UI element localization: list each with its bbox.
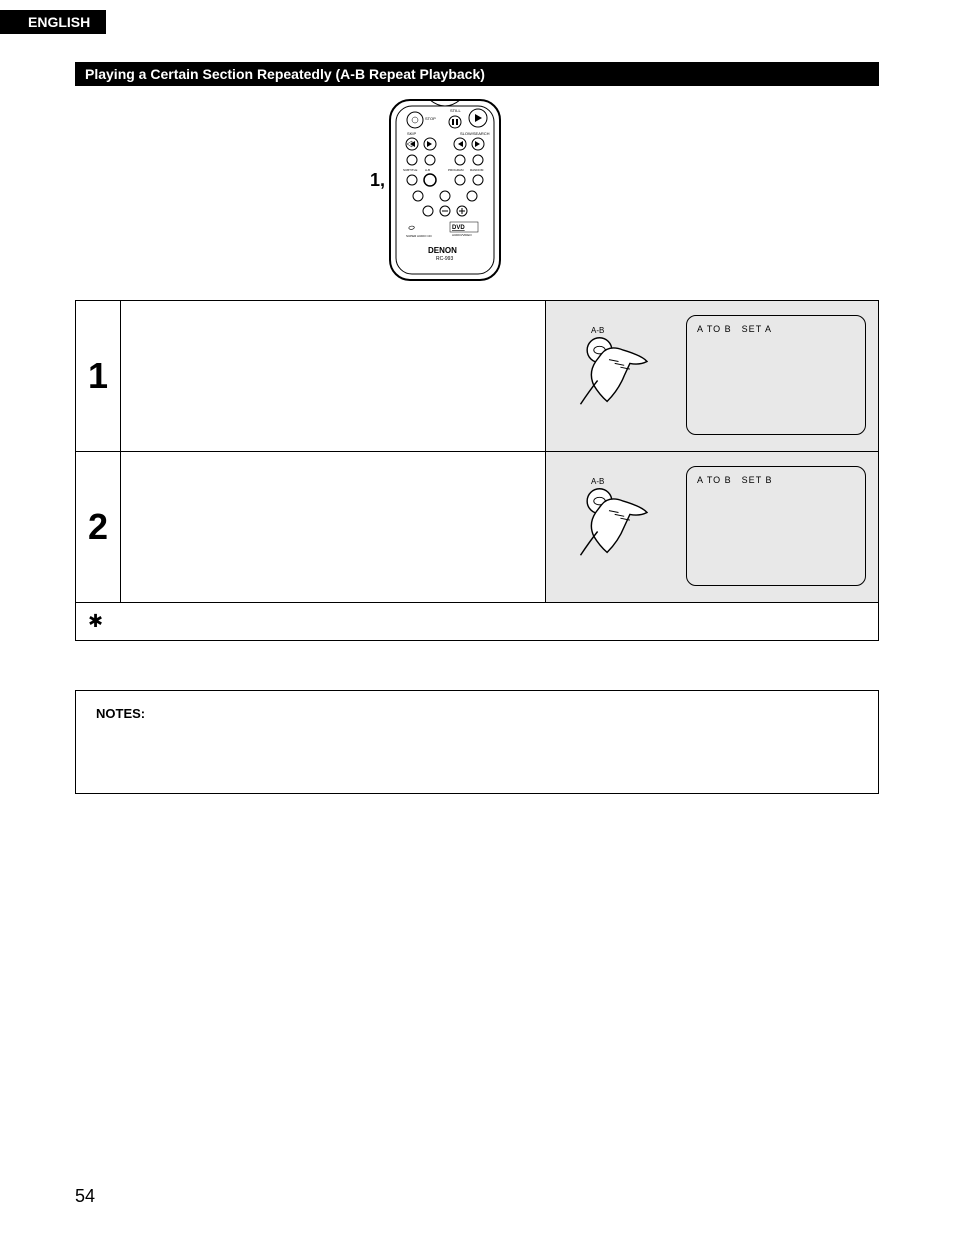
step-number: 1 [76, 301, 121, 451]
svg-text:SUPER AUDIO CD: SUPER AUDIO CD [406, 234, 433, 238]
press-button-icon [571, 484, 666, 579]
screen-text: A TO B SET B [697, 475, 773, 485]
tv-screen: A TO B SET A [686, 315, 866, 435]
remote-diagram: STOP STILL SKIP SLOW/SEARCH SUBTITLE A-B… [370, 98, 570, 288]
svg-text:AUDIO/VIDEO: AUDIO/VIDEO [452, 233, 472, 237]
table-row: 2 A-B A TO B SET B [76, 452, 878, 603]
still-label: STILL [450, 108, 461, 113]
step-illustration: A-B A TO B SET B [546, 452, 878, 602]
svg-text:PROGRAM: PROGRAM [448, 168, 464, 172]
notes-box: NOTES: [75, 690, 879, 794]
tv-screen: A TO B SET B [686, 466, 866, 586]
notes-heading: NOTES: [96, 706, 145, 721]
press-button-icon [571, 333, 666, 428]
page-number: 54 [75, 1186, 95, 1207]
svg-text:SUBTITLE: SUBTITLE [403, 168, 417, 172]
step-description [121, 301, 546, 451]
remote-brand: DENON [428, 246, 457, 255]
svg-text:⬭: ⬭ [408, 225, 415, 232]
screen-text: A TO B SET A [697, 324, 772, 334]
stop-label: STOP [425, 116, 436, 121]
svg-text:SLOW/SEARCH: SLOW/SEARCH [460, 131, 490, 136]
table-row: 1 A-B A TO B SET A [76, 301, 878, 452]
remote-control-icon: STOP STILL SKIP SLOW/SEARCH SUBTITLE A-B… [370, 98, 520, 288]
svg-text:SKIP: SKIP [407, 131, 416, 136]
svg-text:A-B: A-B [425, 168, 430, 172]
remote-model: RC-993 [436, 256, 453, 262]
step-illustration: A-B A TO B SET A [546, 301, 878, 451]
step-number: 2 [76, 452, 121, 602]
footnote-marker: ✱ [88, 611, 103, 631]
svg-text:RANDOM: RANDOM [470, 168, 484, 172]
steps-table: 1 A-B A TO B SET A 2 A-B [75, 300, 879, 641]
svg-text:DVD: DVD [452, 225, 465, 231]
language-tab: ENGLISH [0, 10, 106, 34]
section-header: Playing a Certain Section Repeatedly (A-… [75, 62, 879, 86]
step-description [121, 452, 546, 602]
footnote-row: ✱ [76, 603, 878, 640]
